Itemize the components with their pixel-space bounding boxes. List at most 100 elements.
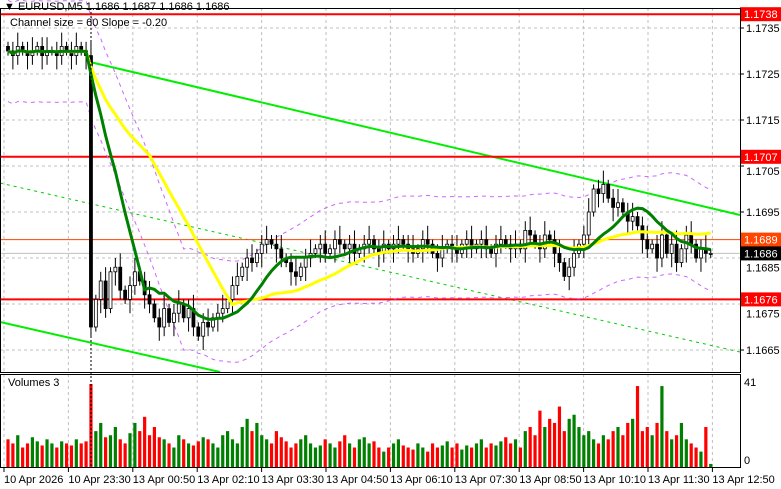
volume-bar (504, 437, 508, 468)
volume-bar (528, 427, 532, 468)
price-tick-label: 1.1715 (746, 115, 780, 127)
volume-bar (328, 443, 332, 468)
channel-mid-line (0, 182, 741, 353)
time-tick-label: 13 Apr 00:50 (133, 474, 195, 486)
volume-bar (616, 427, 620, 468)
volume-bar (128, 433, 132, 468)
collapse-icon[interactable]: ▼ (4, 1, 18, 13)
volume-bar (674, 435, 679, 468)
volume-bar (640, 431, 644, 468)
volume-bar (274, 431, 278, 468)
volume-bar (299, 439, 303, 468)
volume-bar (284, 441, 288, 468)
volume-bar (377, 447, 381, 468)
candle-body (708, 252, 713, 255)
volume-bar (196, 441, 200, 468)
candle-body (328, 248, 332, 254)
candle-body (176, 303, 181, 314)
candle-body (464, 239, 469, 245)
candle-body (655, 243, 659, 259)
volume-bar (113, 427, 117, 468)
candle-body (235, 275, 240, 286)
candle-body (581, 234, 586, 245)
candle-body (494, 243, 498, 254)
volume-bar (304, 435, 308, 468)
volume-bar (313, 447, 318, 468)
volume-bar (426, 451, 430, 468)
candle-body (186, 308, 191, 319)
volume-bar (25, 443, 30, 468)
candle-body (230, 285, 235, 300)
volume-bar (455, 443, 459, 468)
candle-body (498, 239, 503, 245)
volume-bar (552, 422, 557, 468)
volume-bar (611, 431, 615, 468)
candle-body (347, 243, 352, 250)
candle-body (601, 183, 606, 194)
volume-bar (230, 439, 235, 468)
volume-bar (592, 439, 596, 468)
volume-bar (226, 431, 230, 468)
volume-bar (162, 439, 166, 468)
candle-body (401, 239, 406, 245)
volume-bar (35, 441, 39, 468)
volume-bar (689, 443, 693, 468)
volume-bar (391, 443, 396, 468)
candle-body (611, 197, 616, 208)
volume-bar (143, 416, 147, 468)
candle-body (572, 252, 576, 268)
candle-body (489, 248, 494, 254)
candle-body (250, 257, 254, 263)
bollinger-upper-line (7, 0, 711, 262)
volume-bar (138, 431, 142, 468)
time-tick-label: 10 Apr 23:30 (68, 474, 130, 486)
candle-body (547, 234, 552, 240)
price-tick-label: 1.1735 (746, 23, 780, 35)
time-tick-label: 13 Apr 12:50 (712, 474, 774, 486)
indicator-label: Channel size = 60 Slope = -0.20 (10, 17, 168, 29)
volume-bar (699, 451, 703, 468)
candle-body (333, 239, 337, 250)
candle-body (372, 239, 376, 250)
candle-body (259, 243, 264, 254)
price-tick-label: 1.1725 (746, 69, 780, 81)
volume-bar (445, 441, 449, 468)
level-badge (740, 7, 781, 22)
volume-max-label: 41 (744, 377, 756, 389)
candle-body (298, 266, 303, 277)
volume-bar (543, 427, 547, 468)
candle-body (279, 248, 284, 259)
volume-bar (660, 386, 664, 468)
price-tick-label: 1.1675 (746, 308, 780, 320)
volume-bar (499, 441, 503, 468)
candle-body (181, 303, 186, 319)
candle-body (342, 243, 347, 250)
volume-bar (74, 439, 78, 468)
candle-body (567, 266, 572, 277)
volume-bar (348, 443, 352, 468)
candle-body (694, 243, 698, 259)
volume-bar (308, 443, 313, 468)
volume-bar (255, 422, 259, 468)
volume-bar (684, 439, 688, 468)
volume-bar (323, 439, 327, 468)
volume-bar (16, 435, 20, 468)
candle-body (93, 298, 98, 328)
volume-bar (343, 435, 347, 468)
candle-body (557, 252, 562, 263)
candle-body (562, 262, 567, 277)
candle-body (152, 303, 157, 319)
volume-bar (631, 418, 635, 468)
volume-bar (221, 435, 225, 468)
candle-body (620, 202, 625, 213)
volume-bar (577, 427, 581, 468)
volume-bar (416, 443, 420, 468)
time-tick-label: 13 Apr 07:30 (455, 474, 517, 486)
time-tick-label: 13 Apr 06:10 (390, 474, 452, 486)
volume-bar (460, 449, 464, 468)
volume-bar (601, 435, 605, 468)
volume-bar (421, 447, 425, 468)
volume-bar (99, 422, 103, 468)
volume-bar (709, 463, 713, 468)
